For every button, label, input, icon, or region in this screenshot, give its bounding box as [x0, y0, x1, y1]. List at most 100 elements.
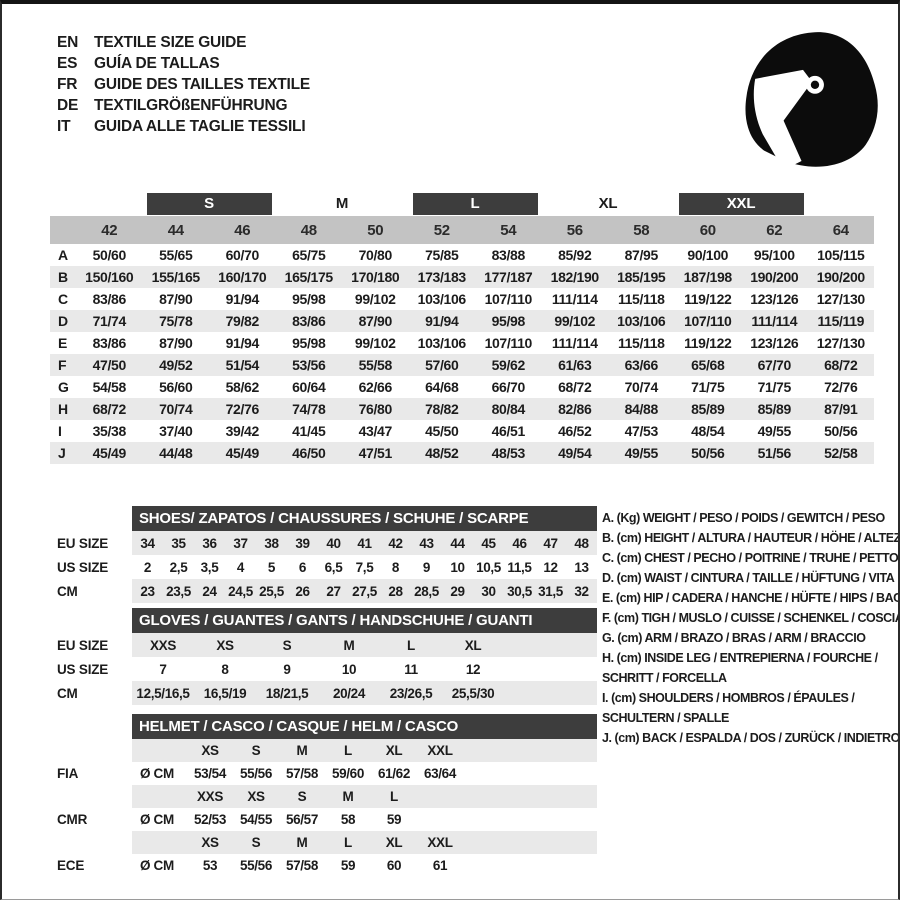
measure-value: 83/88: [491, 247, 526, 263]
measure-value: 87/95: [624, 247, 659, 263]
measure-letter: D: [58, 313, 68, 329]
shoes-cell: 4: [236, 559, 245, 575]
helmet-values: Ø CM 52/53 54/55 56/57 58 59: [132, 808, 597, 831]
language-row: DE TEXTILGRÖßENFÜHRUNG: [57, 95, 310, 116]
helmet-size-header: XXL: [427, 835, 453, 850]
measure-value: 64/68: [425, 379, 459, 395]
measure-value: 155/165: [151, 269, 201, 285]
language-title: GUIDE DES TAILLES TEXTILE: [94, 76, 311, 93]
helmet-value: 57/58: [285, 858, 319, 873]
shoes-cell: 28: [388, 583, 403, 599]
language-title: GUIDA ALLE TAGLIE TESSILI: [94, 118, 306, 135]
shoes-cell: 9: [422, 559, 431, 575]
legend-item: D. (cm) WAIST / CINTURA / TAILLE / HÜFTU…: [602, 571, 895, 585]
size-table-grid: S M L XL XXL 42 44 46 48 50 52 54 56 58 60 62 64 A 50/60 55…: [50, 192, 875, 464]
measure-value: 80/84: [491, 401, 526, 417]
size-column-header: 44: [167, 221, 184, 239]
legend-item: SCHULTERN / SPALLE: [602, 711, 729, 725]
shoes-cell: 10,5: [476, 559, 501, 575]
measure-value: 58/62: [225, 379, 260, 395]
measure-value: 55/65: [159, 247, 193, 263]
helmet-value: 59: [340, 858, 356, 873]
shoes-cell: 40: [326, 535, 341, 551]
measure-value: 41/45: [292, 423, 326, 439]
measure-value: 111/114: [551, 291, 598, 307]
gloves-row-values: 7 8 9 10 11 12: [132, 657, 597, 681]
size-column-header: 58: [633, 221, 650, 239]
shoes-title-row: SHOES/ ZAPATOS / CHAUSSURES / SCHUHE / S…: [50, 506, 598, 531]
measure-value: 71/75: [757, 379, 792, 395]
diameter-unit-label: Ø CM: [140, 812, 174, 827]
measure-row-f: F 47/50 49/52 51/54 53/56 55/58 57/60 59/62 61/6…: [50, 354, 875, 376]
helmet-value: 58: [340, 812, 356, 827]
measure-value: 87/90: [159, 335, 193, 351]
shoes-cell: 48: [574, 535, 589, 551]
gloves-cell: 11: [404, 661, 418, 677]
shoes-row: CM 23 23,5 24 24,5 25,5 26 27 27,5 28 28,5 29 30 30,5…: [50, 579, 598, 603]
measure-value: 85/89: [757, 401, 792, 417]
language-code: EN: [57, 34, 79, 51]
measure-value: 84/88: [624, 401, 659, 417]
language-code: IT: [57, 118, 71, 135]
shoes-cell: 27,5: [352, 583, 377, 599]
helmet-value: 52/53: [193, 812, 227, 827]
measure-value: 127/130: [816, 291, 866, 307]
language-row: FR GUIDE DES TAILLES TEXTILE: [57, 74, 310, 95]
measure-value: 52/58: [824, 445, 858, 461]
size-column-header: 60: [699, 221, 716, 239]
measure-value: 103/106: [617, 313, 666, 329]
size-column-header: 62: [766, 221, 783, 239]
measure-value: 107/110: [484, 291, 533, 307]
helmet-value: 53: [202, 858, 218, 873]
measure-value: 71/75: [691, 379, 725, 395]
measure-value: 91/94: [225, 291, 260, 307]
helmet-size-header: L: [390, 789, 398, 804]
shoes-cell: 29: [450, 583, 465, 599]
measure-value: 75/85: [425, 247, 459, 263]
measure-value: 119/122: [684, 291, 732, 307]
measure-value: 57/60: [425, 357, 459, 373]
gloves-table-title: GLOVES / GUANTES / GANTS / HANDSCHUHE / …: [132, 608, 597, 633]
measure-value: 63/66: [624, 357, 659, 373]
measure-value: 190/200: [750, 269, 799, 285]
helmet-sizes-row-fia: XS S M L XL XXL: [50, 739, 598, 762]
measure-value: 160/170: [218, 269, 267, 285]
measure-value: 47/50: [92, 357, 127, 373]
legend-item: E. (cm) HIP / CADERA / HANCHE / HÜFTE / …: [602, 591, 900, 605]
shoes-cell: 35: [171, 535, 186, 551]
helmet-size-header: L: [344, 835, 352, 850]
size-group-xl: XL: [598, 195, 618, 212]
measure-letter: A: [58, 247, 68, 263]
size-group-m: M: [335, 195, 349, 212]
gloves-cell: 20/24: [332, 685, 366, 701]
helmet-value: 53/54: [193, 766, 227, 781]
language-code: ES: [57, 55, 78, 72]
size-column-header: 54: [500, 221, 517, 239]
gloves-row: EU SIZE XXS XS S M L XL: [50, 633, 598, 657]
measure-row-j: J 45/49 44/48 45/49 46/50 47/51 48/52 48/53 49/5…: [50, 442, 875, 464]
measure-value: 74/78: [292, 401, 326, 417]
helmet-size-header: S: [297, 789, 307, 804]
shoes-cell: 13: [574, 559, 589, 575]
shoes-row-label: US SIZE: [57, 559, 109, 575]
measure-value: 44/48: [159, 445, 193, 461]
measure-letter: B: [58, 269, 68, 285]
gloves-cell: 10: [341, 661, 357, 677]
size-column-header: 50: [367, 221, 384, 239]
measure-value: 87/90: [358, 313, 393, 329]
language-title: TEXTILGRÖßENFÜHRUNG: [94, 97, 288, 114]
measure-value: 173/183: [417, 269, 467, 285]
measure-value: 50/60: [92, 247, 127, 263]
measure-value: 83/86: [92, 291, 127, 307]
measure-value: 68/72: [92, 401, 127, 417]
helmet-values-row-fia: FIA Ø CM 53/54 55/56 57/58 59/60 61/62 63/64: [50, 762, 598, 785]
shoes-cell: 28,5: [414, 583, 439, 599]
shoes-cell: 2,5: [169, 559, 188, 575]
measure-value: 39/42: [225, 423, 260, 439]
size-group-l: L: [412, 193, 538, 215]
measure-value: 48/54: [691, 423, 725, 439]
gloves-row-values: XXS XS S M L XL: [132, 633, 597, 657]
gloves-cell: 25,5/30: [451, 685, 495, 701]
gloves-row-values: 12,5/16,5 16,5/19 18/21,5 20/24 23/26,5 25,5/…: [132, 681, 597, 705]
measure-value: 43/47: [358, 423, 393, 439]
